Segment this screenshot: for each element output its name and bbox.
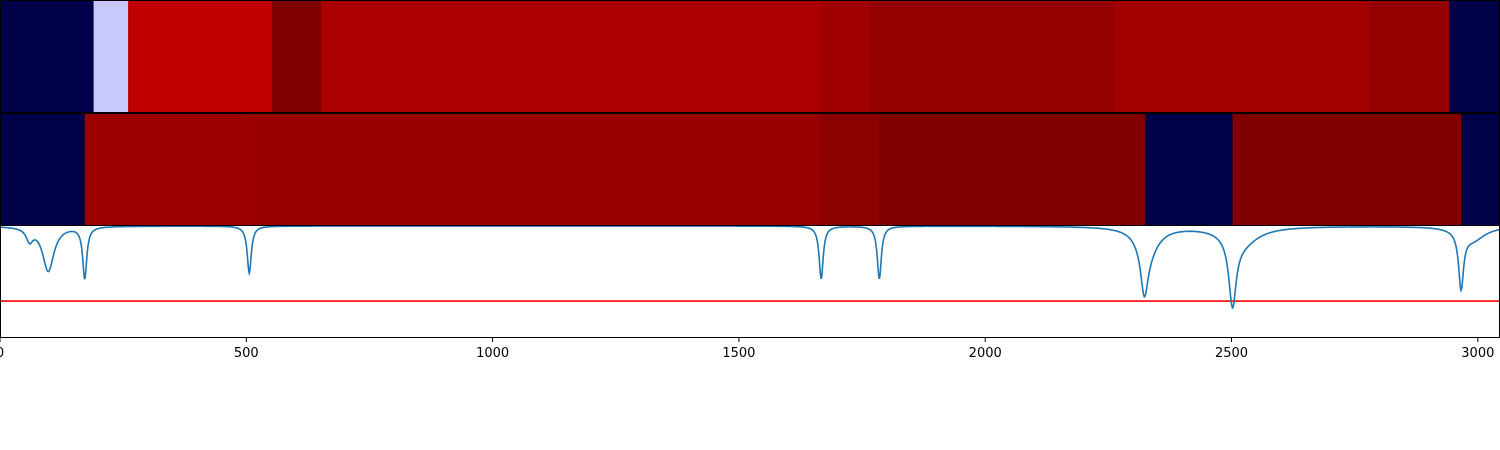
signal-panel	[0, 225, 1500, 338]
heatmap-cell	[1369, 1, 1450, 112]
signal-panel-background	[0, 226, 1500, 338]
x-tick-label: 3000	[1461, 346, 1494, 361]
heatmap-cell	[128, 1, 273, 112]
heatmap-cell	[1114, 1, 1370, 112]
heatmap-cell	[1145, 114, 1234, 225]
x-tick-label: 1500	[722, 346, 755, 361]
heatmap-cell	[249, 114, 821, 225]
x-axis: 0 500 1000 1500 2000 2500 3000	[0, 338, 1494, 361]
x-tick-label: 2000	[969, 346, 1002, 361]
heatmap-cell	[0, 1, 95, 112]
heatmap-cell	[1449, 1, 1500, 112]
heatmap-cell	[1461, 114, 1500, 225]
heatmap-cell	[0, 114, 86, 225]
x-tick-label: 0	[0, 346, 4, 361]
heatmap-cell	[879, 114, 1146, 225]
heatmap-cell	[820, 114, 880, 225]
heatmap-cell	[93, 1, 129, 112]
heatmap-cell	[820, 1, 870, 112]
heatmap-cell	[1232, 114, 1462, 225]
heatmap-cell	[321, 1, 821, 112]
heatmap-row-top	[0, 1, 1500, 112]
signal-line	[0, 225, 1500, 310]
x-tick-label: 500	[234, 346, 259, 361]
heatmap-row-middle	[0, 114, 1500, 225]
heatmap-cell	[271, 1, 322, 112]
x-tick-label: 2500	[1215, 346, 1248, 361]
heatmap-cell	[869, 1, 1115, 112]
heatmap-cell	[84, 114, 250, 225]
x-tick-label: 1000	[476, 346, 509, 361]
